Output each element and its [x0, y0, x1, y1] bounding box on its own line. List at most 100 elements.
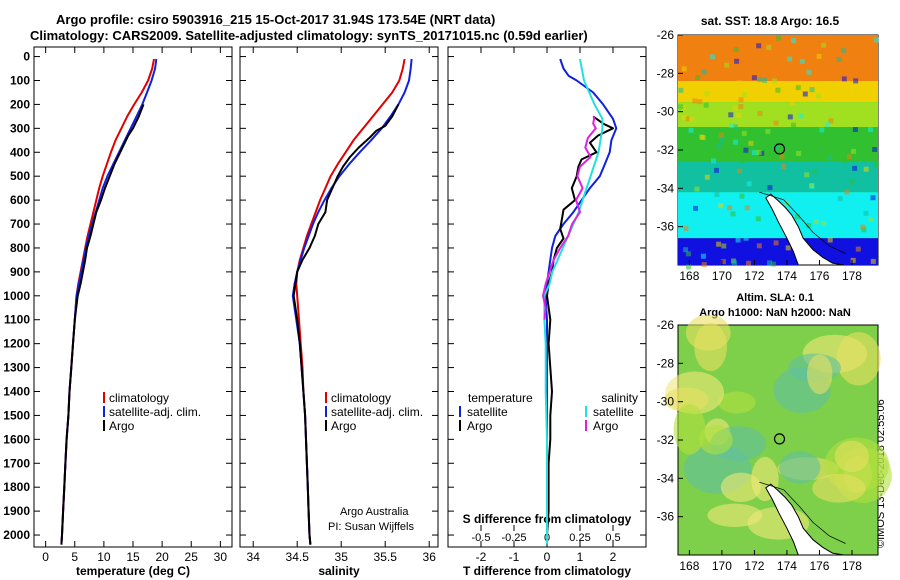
series-line	[291, 58, 413, 545]
sla-blob	[779, 451, 821, 484]
map2-title-line1: Altim. SLA: 0.1	[736, 292, 814, 304]
legend-label: Argo	[593, 419, 619, 433]
figure-title-line2: Climatology: CARS2009. Satellite-adjuste…	[30, 28, 588, 43]
sla-blob	[704, 418, 731, 446]
sst-pixel	[680, 105, 686, 111]
sst-pixel	[765, 129, 771, 134]
sst-pixel	[860, 224, 866, 230]
sst-pixel	[809, 87, 815, 93]
sst-pixel	[694, 186, 700, 192]
sst-pixel	[779, 153, 785, 159]
sst-pixel	[776, 35, 782, 41]
panel-frame	[33, 46, 233, 548]
sst-pixel	[678, 87, 684, 93]
x-tick-label: 2	[610, 550, 617, 564]
sst-pixel	[756, 43, 762, 49]
sst-pixel	[808, 256, 814, 262]
sst-pixel	[773, 120, 779, 126]
sst-pixel	[846, 154, 852, 160]
argo-float-marker	[773, 433, 786, 445]
x-tick-label: 20	[155, 550, 169, 564]
sst-pixel	[806, 69, 812, 75]
sst-pixel	[688, 127, 694, 133]
x2-tick-label: -0.5	[472, 532, 491, 544]
sst-pixel	[773, 240, 779, 246]
map2-title-line2: Argo h1000: NaN h2000: NaN	[699, 307, 851, 319]
sla-blob	[836, 332, 881, 386]
sst-pixel	[735, 237, 741, 243]
sst-pixel	[789, 100, 795, 106]
sst-pixel	[736, 112, 742, 118]
sst-pixel	[742, 92, 748, 98]
series-line	[295, 58, 406, 545]
sst-pixel	[751, 150, 757, 156]
sst-pixel	[868, 217, 874, 223]
map-y-tick-label: -30	[657, 395, 675, 409]
sst-pixel	[751, 75, 757, 81]
sst-pixel	[804, 172, 810, 178]
map-y-tick-label: -32	[657, 143, 675, 157]
sst-pixel	[746, 213, 751, 219]
figure-title-line1: Argo profile: csiro 5903916_215 15-Oct-2…	[56, 12, 496, 27]
map-background	[677, 324, 879, 556]
sst-pixel	[730, 211, 736, 217]
sst-pixel	[701, 69, 707, 75]
y-tick-label: 400	[10, 145, 30, 159]
sst-pixel	[861, 227, 867, 233]
sst-pixel	[762, 77, 768, 83]
sst-pixel	[763, 118, 769, 124]
series-line	[60, 104, 145, 545]
map-y-tick-label: -28	[657, 66, 675, 80]
sst-pixel	[847, 175, 853, 181]
sst-pixel	[771, 228, 777, 234]
sst-pixel	[853, 221, 859, 227]
sst-pixel	[733, 139, 739, 145]
legend-label: Argo	[109, 419, 135, 433]
sst-pixel	[748, 198, 754, 203]
sla-blob	[807, 354, 833, 395]
sst-pixel	[716, 143, 722, 149]
sst-pixel	[870, 258, 876, 264]
sst-pixel	[683, 247, 689, 253]
sla-blob	[685, 314, 731, 351]
y-tick-label: 1800	[3, 480, 30, 494]
credit-line1: Argo Australia	[340, 506, 409, 518]
legend-label: Argo	[467, 419, 493, 433]
sst-pixel	[733, 124, 738, 130]
panel-frame	[239, 46, 439, 548]
sst-pixel	[699, 134, 705, 140]
sst-pixel	[809, 256, 815, 262]
x2-tick-label: 0	[544, 532, 550, 544]
sst-pixel	[757, 110, 763, 116]
sst-pixel	[824, 139, 830, 144]
sla-blob	[683, 444, 752, 494]
sst-pixel	[798, 255, 804, 261]
map-x-tick-label: 178	[842, 559, 862, 573]
sla-blob	[698, 425, 733, 455]
sst-pixel	[739, 193, 745, 199]
x-axis-label: temperature (deg C)	[76, 564, 190, 578]
x-axis-label: T difference from climatology	[463, 564, 631, 578]
legend-label: climatology	[109, 391, 169, 405]
sst-pixel	[743, 147, 749, 153]
sst-pixel	[701, 262, 707, 268]
sla-blob	[664, 387, 709, 413]
map-x-tick-label: 174	[777, 559, 797, 573]
sst-pixel	[714, 167, 719, 173]
sst-pixel	[795, 214, 800, 220]
sst-pixel	[766, 44, 772, 50]
sst-pixel	[721, 243, 727, 249]
series-line	[544, 58, 618, 545]
map-x-tick-label: 176	[809, 269, 829, 283]
sst-pixel	[852, 165, 858, 171]
bathymetry-contour	[759, 481, 846, 544]
y-tick-label: 800	[10, 241, 30, 255]
y-tick-label: 200	[10, 97, 30, 111]
sst-pixel	[759, 150, 765, 156]
sst-pixel	[683, 226, 689, 232]
sst-pixel	[697, 99, 703, 105]
sst-pixel	[733, 46, 739, 52]
series-line	[60, 58, 158, 545]
map-x-tick-label: 174	[777, 269, 797, 283]
